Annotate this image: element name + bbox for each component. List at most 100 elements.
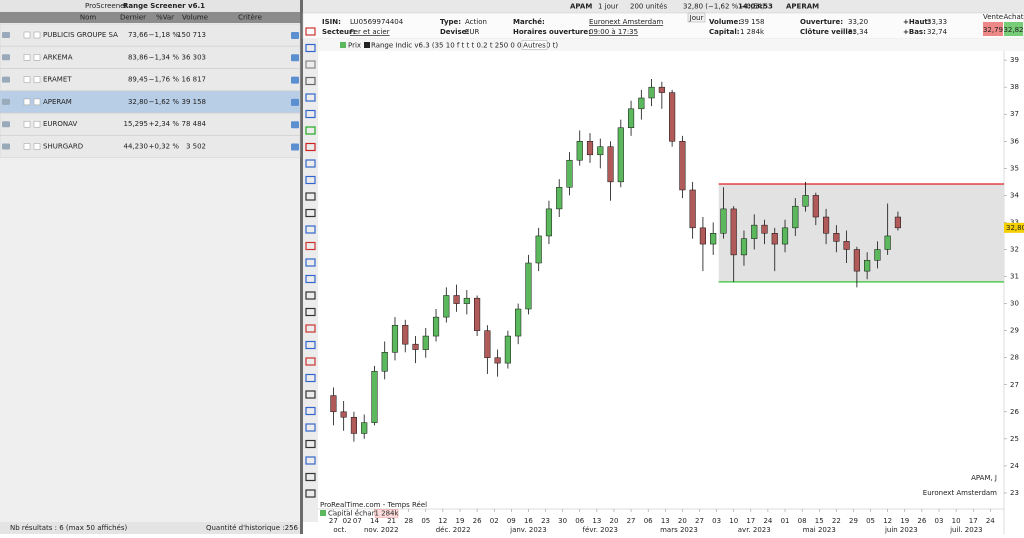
row-check[interactable] (33, 54, 41, 61)
row-check[interactable] (23, 143, 31, 150)
tool-icon[interactable] (305, 324, 316, 333)
tool-icon[interactable] (305, 274, 316, 284)
row-icon[interactable] (2, 76, 10, 83)
candle-body (699, 227, 706, 245)
y-tick-label: 29 (1010, 327, 1019, 335)
screener-row[interactable] (0, 135, 301, 158)
tool-icon[interactable] (305, 76, 316, 86)
tool-icon[interactable] (305, 489, 316, 498)
screener-row[interactable] (0, 46, 301, 69)
y-tick-label: 28 (1010, 354, 1019, 362)
row-check[interactable] (33, 98, 41, 106)
screener-row[interactable] (0, 68, 301, 91)
screener-row[interactable] (0, 112, 301, 136)
row-icon[interactable] (2, 143, 10, 150)
row-check[interactable] (33, 120, 41, 128)
field-value: 33,33 (927, 18, 947, 26)
tool-icon[interactable] (305, 93, 316, 102)
x-axis-area (318, 502, 1004, 534)
row-check[interactable] (23, 120, 31, 128)
row-check[interactable] (23, 54, 31, 61)
candle-body (340, 411, 347, 418)
tab[interactable] (687, 12, 706, 23)
tool-icon[interactable] (305, 291, 316, 300)
tool-icon[interactable] (305, 340, 316, 350)
tab-label[interactable]: Jour (689, 14, 704, 22)
units: 200 unités (630, 3, 667, 11)
tool-icon[interactable] (305, 175, 316, 185)
tool-icon[interactable] (305, 406, 316, 416)
criteria-icon[interactable] (291, 32, 299, 39)
screener-row[interactable] (0, 23, 301, 47)
candle-body (751, 224, 758, 239)
tool-icon[interactable] (305, 357, 316, 366)
row-icon[interactable] (2, 98, 10, 105)
tool-icon[interactable] (305, 43, 316, 53)
tool-icon[interactable] (305, 307, 316, 317)
row-check[interactable] (23, 76, 31, 83)
instrument-info (302, 12, 1024, 40)
row-check[interactable] (23, 98, 31, 106)
legend-button[interactable] (521, 40, 548, 50)
row-check[interactable] (33, 76, 41, 83)
column-header: Nom (80, 14, 97, 22)
tool-icon[interactable] (305, 373, 316, 383)
candle-body (422, 335, 429, 350)
field-value: EUR (465, 28, 480, 36)
legend-entry[interactable]: Autres (523, 42, 546, 50)
row-check[interactable] (33, 143, 41, 150)
tool-icon[interactable] (305, 241, 316, 251)
tool-icon[interactable] (305, 109, 316, 119)
drawing-tools[interactable] (303, 39, 318, 522)
candle-body (638, 97, 645, 110)
row-check[interactable] (33, 31, 41, 39)
tool-icon[interactable] (305, 192, 316, 201)
candle-body (494, 357, 501, 364)
field-value[interactable]: Euronext Amsterdam (589, 18, 663, 26)
last-price: 44,230 (124, 143, 149, 151)
row-check[interactable] (23, 31, 31, 39)
criteria-icon[interactable] (291, 76, 299, 84)
row-icon[interactable] (2, 121, 10, 128)
tool-icon[interactable] (305, 258, 316, 267)
x-tick-label: 24 (763, 517, 772, 525)
criteria-icon[interactable] (291, 121, 299, 129)
tool-icon[interactable] (305, 390, 316, 399)
x-tick-label: 01 (781, 517, 790, 525)
x-tick-label: 19 (456, 517, 465, 525)
stock-name: ERAMET (43, 76, 72, 84)
buy-box[interactable] (1004, 22, 1023, 36)
tool-icon[interactable] (305, 60, 316, 69)
y-tick-label: 25 (1010, 435, 1019, 443)
stock-name: ARKEMA (43, 53, 73, 61)
field-value[interactable]: Fer et acier (350, 28, 390, 36)
x-tick-label: 20 (678, 517, 687, 525)
legend-swatch[interactable] (364, 42, 370, 48)
tool-icon[interactable] (305, 126, 316, 135)
legend-entry[interactable]: Range Indic v6.3 (35 10 f t t t 0.2 t 25… (371, 42, 558, 50)
row-icon[interactable] (2, 54, 10, 61)
sell-box[interactable] (983, 22, 1003, 36)
row-icon[interactable] (2, 32, 10, 38)
criteria-icon[interactable] (291, 98, 299, 106)
field-value: 1 284k (740, 28, 765, 36)
tool-icon[interactable] (305, 423, 316, 432)
tool-icon[interactable] (305, 159, 316, 168)
tool-icon[interactable] (305, 439, 316, 449)
candle-body (792, 205, 799, 229)
tool-icon[interactable] (305, 27, 316, 36)
legend-entry[interactable]: Prix (348, 42, 361, 50)
tool-icon[interactable] (305, 456, 316, 465)
month-label: févr. 2023 (583, 526, 618, 534)
tool-icon[interactable] (305, 225, 316, 234)
candle-body (463, 297, 470, 304)
criteria-icon[interactable] (291, 54, 299, 62)
tool-icon[interactable] (305, 142, 316, 152)
field-value[interactable]: 09:00 à 17:35 (589, 28, 638, 36)
legend-swatch[interactable] (340, 42, 346, 48)
screener-row[interactable] (0, 90, 301, 114)
criteria-icon[interactable] (291, 143, 299, 151)
tool-icon[interactable] (305, 208, 316, 218)
candle-body (412, 343, 419, 350)
tool-icon[interactable] (305, 472, 316, 482)
